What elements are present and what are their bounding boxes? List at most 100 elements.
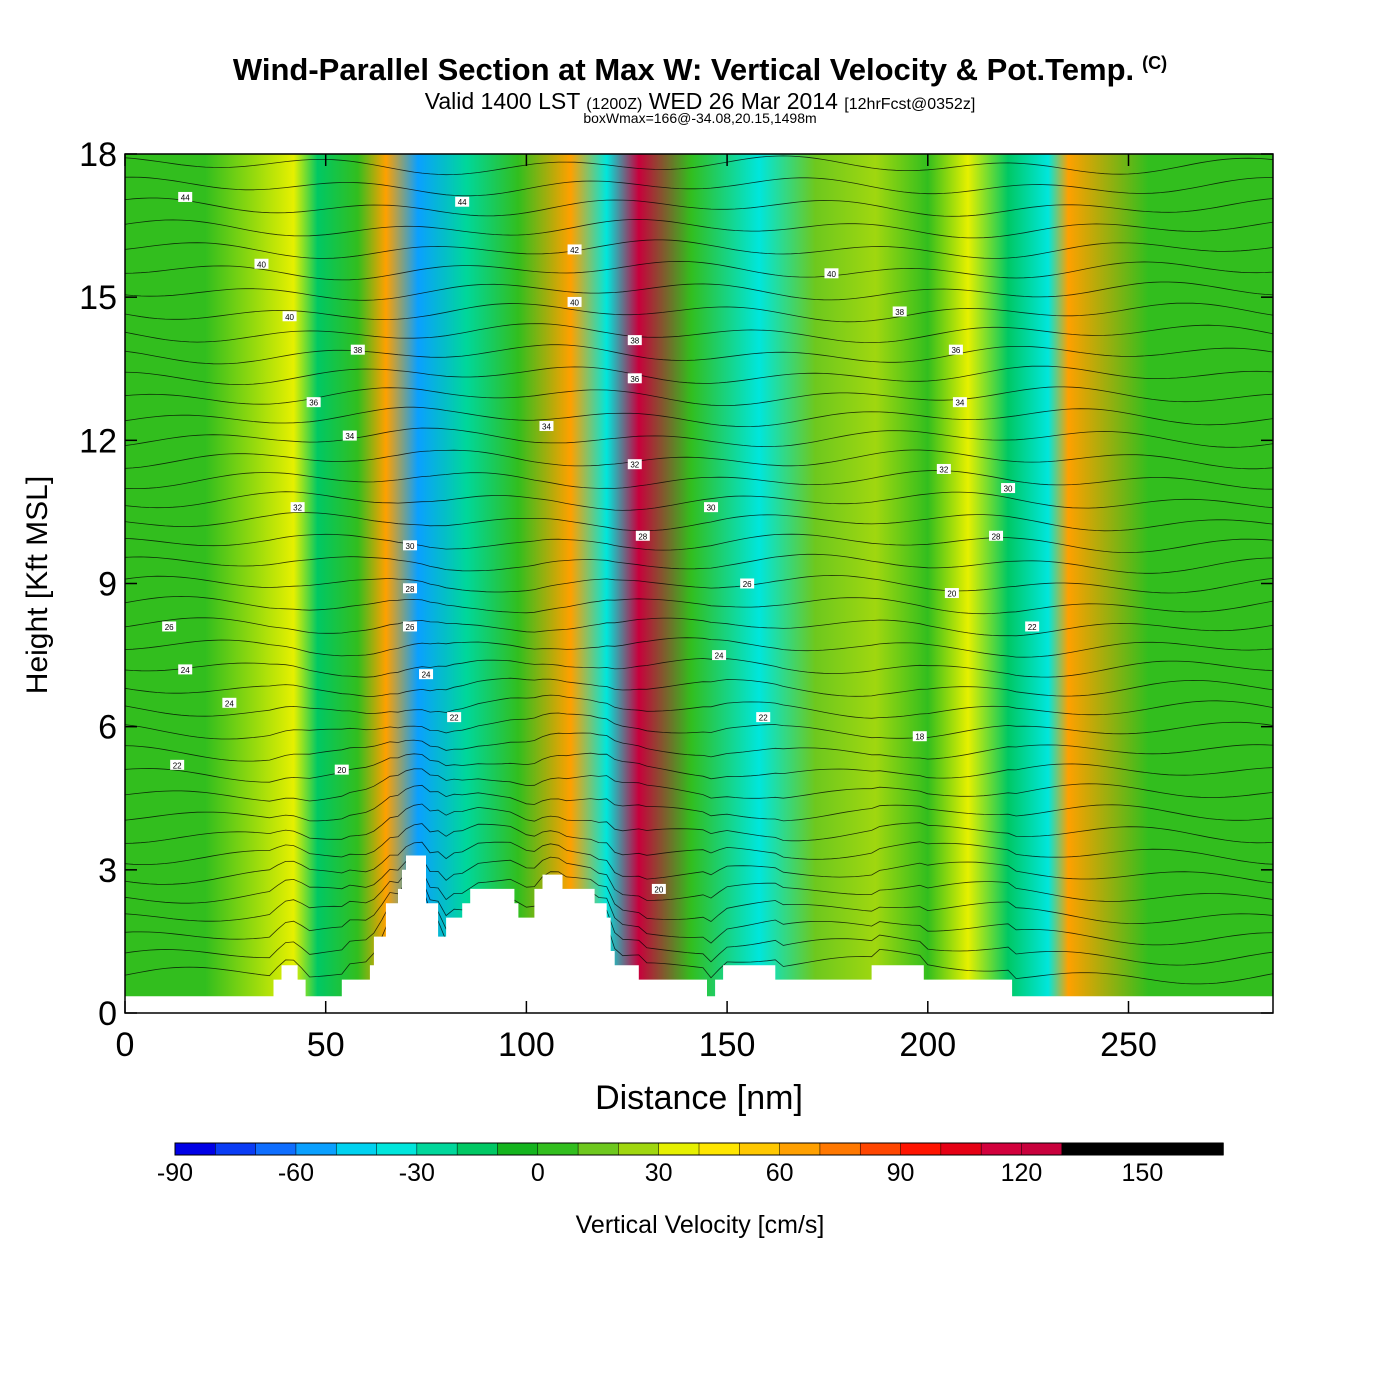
colorbar-swatch: [537, 1142, 579, 1156]
terrain: [125, 855, 1273, 1013]
theta-label: 30: [707, 504, 716, 513]
theta-label-box: [350, 344, 365, 355]
theta-contour: [125, 884, 1273, 966]
colorbar-swatch: [335, 1142, 378, 1156]
theta-label-box: [704, 502, 719, 513]
theta-label: 34: [955, 399, 964, 408]
theta-label: 24: [422, 671, 431, 680]
colorbar-swatch: [1142, 1142, 1184, 1156]
y-tick-label: 6: [98, 709, 117, 747]
colorbar-swatch: [577, 1142, 620, 1156]
theta-label-box: [912, 731, 927, 742]
theta-contour: [125, 281, 1273, 301]
theta-contour: [125, 658, 1273, 678]
y-tick-label: 3: [98, 852, 117, 890]
theta-label-box: [651, 883, 666, 894]
theta-contour: [125, 891, 1273, 985]
theta-label: 28: [638, 532, 647, 541]
theta-label: 32: [630, 461, 639, 470]
theta-label-box: [824, 268, 839, 279]
theta-contour: [125, 218, 1273, 239]
theta-contours: [125, 155, 1273, 985]
colorbar-swatch: [416, 1142, 458, 1156]
theta-label-box: [1001, 483, 1016, 494]
theta-label-box: [635, 530, 650, 541]
theta-label-box: [627, 335, 642, 346]
colorbar-swatch: [618, 1142, 660, 1156]
y-tick-label: 9: [98, 566, 117, 604]
theta-contour: [125, 784, 1273, 822]
colorbar-tick-label: -60: [278, 1159, 314, 1187]
theta-label: 42: [570, 246, 579, 255]
theta-label-box: [402, 540, 417, 551]
theta-label-box: [178, 191, 193, 202]
theta-label: 22: [450, 714, 459, 723]
colorbar-swatch: [1021, 1142, 1063, 1156]
theta-label: 36: [309, 399, 318, 408]
theta-label-box: [447, 712, 462, 723]
theta-contour: [125, 323, 1273, 344]
theta-contour: [125, 155, 1273, 176]
colorbar-swatch: [255, 1142, 297, 1156]
theta-label: 38: [353, 346, 362, 355]
y-tick-label: 18: [79, 136, 117, 174]
theta-label-box: [567, 296, 582, 307]
copyright-mark: (C): [1142, 52, 1168, 73]
theta-contour: [125, 877, 1273, 946]
theta-label: 34: [542, 423, 551, 432]
colorbar-swatch: [819, 1142, 861, 1156]
colorbar-swatch: [456, 1142, 499, 1156]
x-tick-label: 0: [116, 1026, 135, 1064]
theta-label: 26: [406, 623, 415, 632]
theta-label-box: [627, 373, 642, 384]
theta-contour: [125, 197, 1273, 217]
theta-contour: [125, 732, 1273, 762]
theta-label-box: [162, 621, 177, 632]
theta-contour: [125, 595, 1273, 615]
theta-label: 38: [895, 308, 904, 317]
theta-contour: [125, 427, 1273, 448]
theta-label: 32: [293, 504, 302, 513]
theta-label: 26: [743, 580, 752, 589]
theta-label: 20: [337, 766, 346, 775]
colorbar-swatch: [698, 1142, 741, 1156]
theta-label-box: [170, 759, 185, 770]
theta-label: 40: [570, 298, 579, 307]
theta-label: 28: [406, 585, 415, 594]
theta-label-box: [419, 669, 434, 680]
theta-contour: [125, 712, 1273, 740]
colorbar-tick-label: -30: [399, 1159, 435, 1187]
theta-label-box: [712, 650, 727, 661]
theta-contour: [125, 176, 1273, 197]
theta-label: 40: [285, 313, 294, 322]
theta-label-box: [455, 196, 470, 207]
theta-label-box: [952, 397, 967, 408]
colorbar-swatch: [900, 1142, 942, 1156]
theta-label: 20: [947, 590, 956, 599]
colorbar-swatch: [940, 1142, 982, 1156]
theta-contour: [125, 365, 1273, 386]
theta-contour: [125, 752, 1273, 783]
x-axis-label: Distance [nm]: [595, 1079, 803, 1117]
theta-label-box: [627, 459, 642, 470]
x-tick-label: 50: [307, 1026, 345, 1064]
colorbar-swatch: [859, 1142, 902, 1156]
theta-contour: [125, 491, 1273, 511]
theta-contour: [125, 239, 1273, 259]
theta-label: 40: [827, 270, 836, 279]
theta-contour: [125, 344, 1273, 365]
theta-contour: [125, 637, 1273, 658]
theta-contour: [125, 302, 1273, 323]
x-tick-label: 250: [1100, 1026, 1157, 1064]
theta-label: 24: [715, 652, 724, 661]
theta-label: 24: [225, 699, 234, 708]
theta-contour: [125, 260, 1273, 281]
theta-label-box: [334, 764, 349, 775]
colorbar-swatch: [174, 1142, 217, 1156]
theta-label: 30: [406, 542, 415, 551]
theta-label: 22: [173, 761, 182, 770]
colorbar-tick-label: 90: [887, 1159, 915, 1187]
colorbar-swatch: [215, 1142, 257, 1156]
vertical-velocity-field: [125, 154, 1273, 1013]
